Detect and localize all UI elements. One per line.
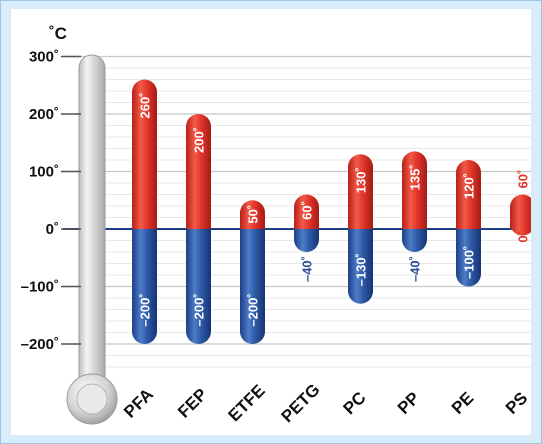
y-tick-label: –100˚: [21, 279, 59, 296]
data-label-low: –40˚: [408, 256, 423, 282]
data-label-low: 0˚: [516, 231, 531, 243]
category-label-pc: PC: [340, 388, 370, 418]
bar-low-pe: [456, 229, 481, 287]
y-axis-unit-label: ˚C: [49, 24, 67, 43]
bar-high-pe: [456, 160, 481, 229]
data-label-high: 120˚: [462, 173, 477, 199]
bar-low-etfe: [240, 229, 265, 344]
category-label-fep: FEP: [174, 385, 211, 422]
category-label-pp: PP: [394, 388, 423, 417]
data-label-high: 200˚: [192, 127, 207, 153]
bar-low-pp: [402, 229, 427, 252]
category-label-ps: PS: [502, 388, 531, 417]
bar-high-pp: [402, 151, 427, 229]
data-label-low: –200˚: [192, 293, 207, 326]
data-label-low: –200˚: [246, 293, 261, 326]
data-label-low: –130˚: [354, 253, 369, 286]
category-label-pe: PE: [448, 388, 477, 417]
chart-panel: ˚C 300˚ 200˚ 100˚ 0˚ –100˚ –200˚ 260˚ –200˚ 200…: [11, 9, 531, 435]
bar-cap-ps: [510, 217, 531, 236]
data-label-high: 130˚: [354, 167, 369, 193]
y-axis-ticks: 300˚ 200˚ 100˚ 0˚ –100˚ –200˚: [21, 49, 81, 353]
bar-high-fep: [186, 113, 211, 229]
data-label-high: 260˚: [138, 92, 153, 118]
y-tick-label: –200˚: [21, 336, 59, 353]
category-label-etfe: ETFE: [225, 381, 269, 425]
bar-high-pc: [348, 154, 373, 229]
bar-high-etfe: [240, 200, 265, 229]
data-label-low: –40˚: [300, 256, 315, 282]
y-tick-label: 100˚: [29, 164, 59, 181]
bar-low-fep: [186, 229, 211, 344]
data-label-low: –100˚: [462, 246, 477, 279]
data-label-high: 60˚: [300, 201, 315, 220]
bar-high-pfa: [132, 79, 157, 229]
bar-low-pfa: [132, 229, 157, 344]
thermometer-icon: [66, 54, 118, 425]
y-tick-label: 300˚: [29, 49, 59, 66]
data-label-low: –200˚: [138, 293, 153, 326]
category-label-pfa: PFA: [120, 385, 157, 422]
bar-high-petg: [294, 194, 319, 229]
data-label-high: 50˚: [246, 205, 261, 224]
bars: [132, 79, 531, 344]
category-labels: PFA FEP ETFE PETG PC PP PE PS: [120, 380, 531, 426]
data-label-high: 135˚: [408, 164, 423, 190]
bar-low-petg: [294, 229, 319, 252]
y-tick-label: 200˚: [29, 106, 59, 123]
temperature-range-chart: ˚C 300˚ 200˚ 100˚ 0˚ –100˚ –200˚ 260˚ –200˚ 200…: [21, 24, 531, 426]
bar-low-pc: [348, 229, 373, 304]
data-label-high: 60˚: [516, 170, 531, 189]
category-label-petg: PETG: [278, 380, 324, 426]
y-tick-label: 0˚: [46, 221, 59, 238]
data-labels: 260˚ –200˚ 200˚ –200˚ 50˚ –200˚ 60˚ –40˚ 130˚ –13…: [138, 92, 531, 326]
